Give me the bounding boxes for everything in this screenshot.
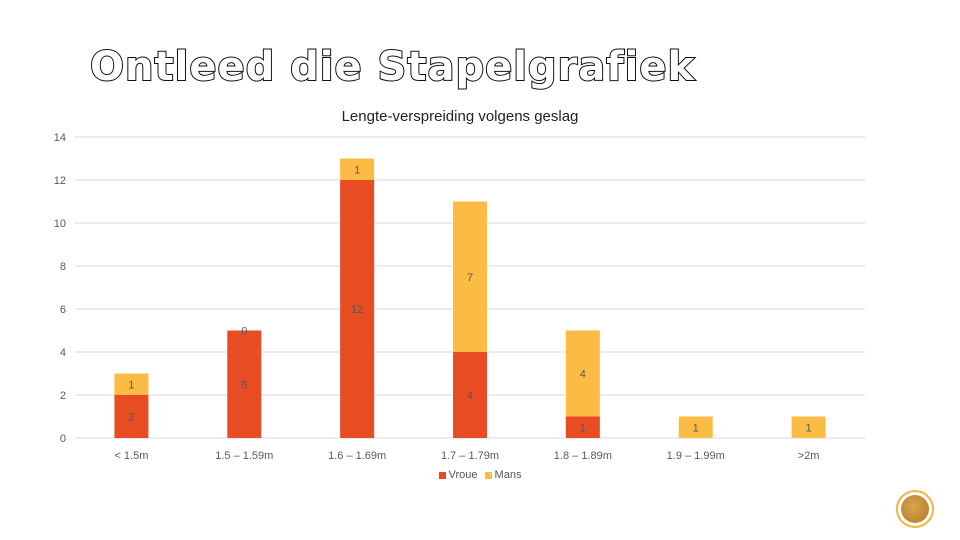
legend-swatch-vroue — [438, 471, 446, 479]
legend-item-vroue: Vroue — [438, 469, 478, 481]
y-tick-label: 4 — [60, 347, 66, 359]
bar-segment-vroue — [340, 180, 375, 438]
legend-item-mans: Mans — [484, 469, 522, 481]
legend-label-vroue: Vroue — [448, 469, 478, 481]
chart-legend: Vroue Mans — [0, 469, 960, 481]
badge-emblem-icon — [901, 495, 929, 523]
x-tick-label: 1.6 – 1.69m — [328, 450, 386, 462]
bar-segment-vroue — [453, 352, 487, 438]
bar-segment-mans — [565, 330, 600, 417]
y-tick-label: 0 — [60, 433, 66, 445]
y-tick-label: 6 — [60, 304, 66, 316]
data-label-mans: 4 — [580, 369, 586, 381]
data-label-vroue: 12 — [351, 304, 363, 316]
y-tick-label: 12 — [54, 175, 66, 187]
data-label-mans: 7 — [467, 272, 473, 284]
data-label-mans: 1 — [806, 422, 812, 434]
data-label-mans: 1 — [354, 164, 360, 176]
y-tick-label: 14 — [54, 132, 66, 144]
bar-segment-mans — [791, 416, 826, 438]
x-tick-label: < 1.5m — [114, 450, 148, 462]
x-tick-label: >2m — [798, 450, 820, 462]
bar-segment-mans — [340, 158, 375, 180]
chart-title: Lengte-verspreiding volgens geslag — [342, 108, 579, 125]
data-label-mans: 0 — [241, 326, 247, 338]
data-label-vroue: 4 — [467, 390, 473, 402]
x-tick-label: 1.7 – 1.79m — [441, 450, 499, 462]
x-tick-label: 1.9 – 1.99m — [667, 450, 725, 462]
x-tick-label: 1.8 – 1.89m — [554, 450, 612, 462]
bar-segment-mans — [678, 416, 713, 438]
slide-badge-icon — [896, 490, 934, 528]
y-tick-label: 2 — [60, 390, 66, 402]
bar-segment-mans — [114, 373, 149, 395]
data-label-vroue: 5 — [241, 379, 247, 391]
data-label-vroue: 1 — [580, 422, 586, 434]
x-tick-label: 1.5 – 1.59m — [215, 450, 273, 462]
data-label-vroue: 2 — [128, 412, 134, 424]
bar-segment-vroue — [227, 330, 262, 438]
bar-segment-vroue — [114, 395, 149, 438]
bar-segment-mans — [453, 201, 487, 352]
y-tick-label: 8 — [60, 261, 66, 273]
bar-segment-vroue — [565, 416, 600, 438]
legend-swatch-mans — [484, 471, 492, 479]
y-tick-label: 10 — [54, 218, 66, 230]
slide-title: Ontleed die Stapelgrafiek — [89, 43, 696, 91]
data-label-mans: 1 — [693, 422, 699, 434]
legend-label-mans: Mans — [494, 469, 522, 481]
data-label-mans: 1 — [128, 379, 134, 391]
